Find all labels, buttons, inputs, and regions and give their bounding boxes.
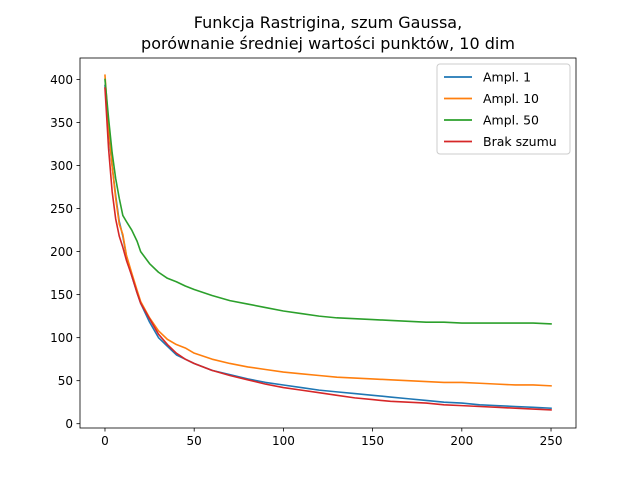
y-tick-label: 400 [50, 73, 73, 87]
legend-label-3: Ampl. 50 [483, 113, 539, 128]
legend: Ampl. 1 Ampl. 10 Ampl. 50 Brak szumu [436, 63, 571, 155]
y-tick-label: 250 [50, 202, 73, 216]
chart-title-line-2: porównanie średniej wartości punktów, 10… [141, 34, 515, 53]
x-tick-label: 250 [540, 434, 563, 448]
y-tick-label: 100 [50, 331, 73, 345]
legend-label-1: Ampl. 1 [483, 70, 531, 85]
plot-area [104, 74, 552, 411]
legend-box [436, 63, 571, 155]
plot-frame [79, 57, 577, 429]
axes: 0 50 100 150 200 250 0 50 100 150 200 250 300 350 400 [50, 57, 577, 448]
x-tick-label: 100 [272, 434, 295, 448]
legend-label-4: Brak szumu [483, 134, 557, 149]
y-tick-label: 50 [58, 374, 73, 388]
series-line-3 [104, 78, 552, 325]
series-line-4 [104, 87, 552, 411]
y-tick-label: 200 [50, 245, 73, 259]
legend-label-2: Ampl. 10 [483, 91, 539, 106]
y-tick-label: 150 [50, 288, 73, 302]
x-tick-label: 0 [101, 434, 109, 448]
x-tick-label: 150 [361, 434, 384, 448]
chart-title-line-1: Funkcja Rastrigina, szum Gaussa, [194, 13, 462, 32]
x-tick-label: 50 [187, 434, 202, 448]
y-tick-label: 350 [50, 116, 73, 130]
y-tick-label: 0 [65, 417, 73, 431]
y-tick-label: 300 [50, 159, 73, 173]
series-line-2 [104, 74, 552, 387]
x-tick-label: 200 [450, 434, 473, 448]
